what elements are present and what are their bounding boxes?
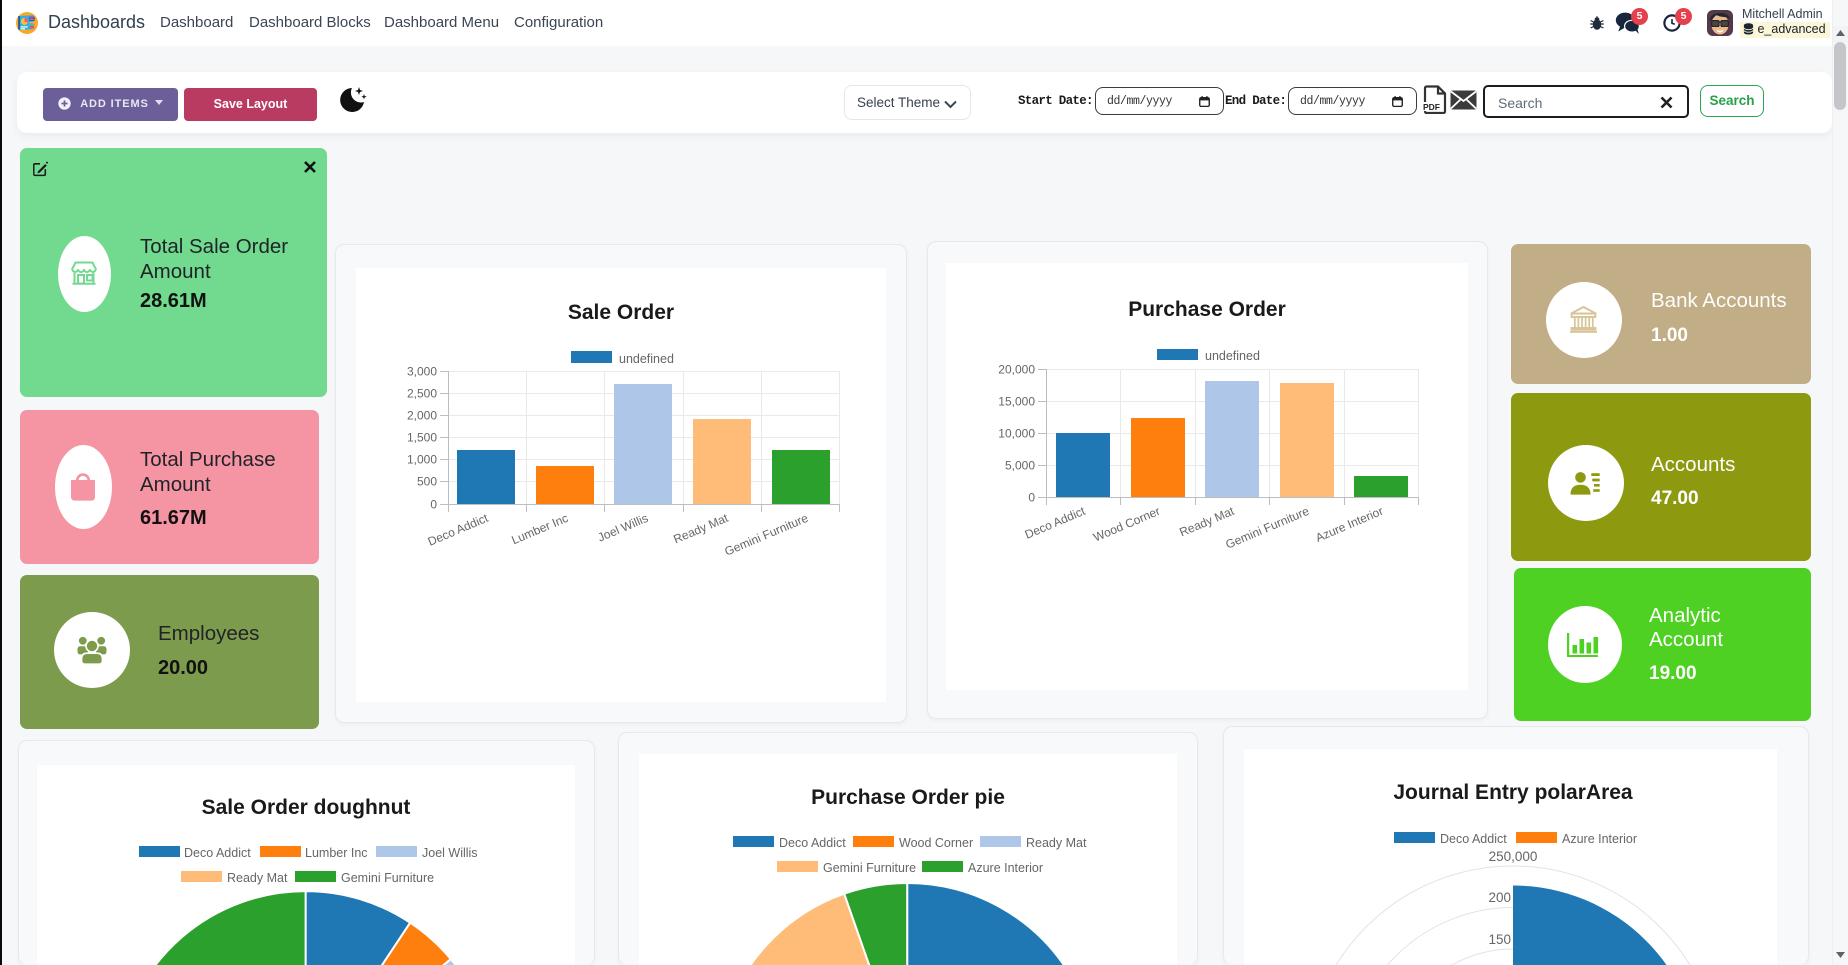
svg-text:250,000: 250,000 — [1489, 849, 1538, 864]
svg-text:Deco Addict: Deco Addict — [1440, 832, 1507, 846]
svg-text:1,500: 1,500 — [407, 431, 437, 445]
svg-text:Deco Addict: Deco Addict — [1023, 504, 1088, 542]
svg-text:Deco Addict: Deco Addict — [426, 511, 491, 549]
svg-text:undefined: undefined — [619, 352, 674, 366]
svg-text:Joel Willis: Joel Willis — [422, 846, 478, 860]
svg-text:Wood Corner: Wood Corner — [899, 836, 973, 850]
svg-text:150: 150 — [1488, 932, 1511, 947]
svg-text:Ready Mat: Ready Mat — [1177, 504, 1236, 540]
svg-text:Gemini Furniture: Gemini Furniture — [341, 871, 434, 885]
svg-text:Lumber Inc: Lumber Inc — [305, 846, 368, 860]
svg-text:Gemini Furniture: Gemini Furniture — [1223, 504, 1311, 552]
svg-text:Gemini Furniture: Gemini Furniture — [823, 861, 916, 875]
svg-text:2,500: 2,500 — [407, 387, 437, 401]
svg-text:Sale Order doughnut: Sale Order doughnut — [202, 796, 411, 819]
svg-text:3,000: 3,000 — [407, 365, 437, 379]
svg-text:Deco Addict: Deco Addict — [184, 846, 251, 860]
svg-text:500: 500 — [417, 475, 437, 489]
svg-text:Joel Willis: Joel Willis — [596, 511, 651, 545]
svg-text:Azure Interior: Azure Interior — [1313, 504, 1385, 545]
svg-text:Lumber Inc: Lumber Inc — [509, 511, 570, 547]
svg-text:5,000: 5,000 — [1005, 459, 1035, 473]
svg-text:0: 0 — [430, 498, 437, 512]
svg-text:Journal Entry polarArea: Journal Entry polarArea — [1393, 781, 1633, 804]
svg-text:10,000: 10,000 — [998, 427, 1035, 441]
svg-text:2,000: 2,000 — [407, 409, 437, 423]
svg-text:Azure Interior: Azure Interior — [968, 861, 1043, 875]
svg-text:20,000: 20,000 — [998, 363, 1035, 377]
svg-text:Ready Mat: Ready Mat — [227, 871, 288, 885]
svg-text:Azure Interior: Azure Interior — [1562, 832, 1637, 846]
svg-text:1,000: 1,000 — [407, 453, 437, 467]
svg-text:15,000: 15,000 — [998, 395, 1035, 409]
svg-text:Purchase Order: Purchase Order — [1128, 298, 1286, 321]
svg-text:Purchase Order pie: Purchase Order pie — [811, 786, 1005, 809]
svg-text:PDF: PDF — [1423, 102, 1440, 112]
svg-text:Ready Mat: Ready Mat — [1026, 836, 1087, 850]
svg-text:200: 200 — [1488, 890, 1511, 905]
svg-text:Deco Addict: Deco Addict — [779, 836, 846, 850]
svg-text:Gemini Furniture: Gemini Furniture — [722, 511, 810, 559]
svg-text:Ready Mat: Ready Mat — [671, 511, 730, 547]
svg-text:Sale Order: Sale Order — [568, 301, 674, 324]
svg-text:Wood Corner: Wood Corner — [1091, 504, 1162, 545]
svg-text:undefined: undefined — [1205, 349, 1260, 363]
svg-text:0: 0 — [1028, 491, 1035, 505]
